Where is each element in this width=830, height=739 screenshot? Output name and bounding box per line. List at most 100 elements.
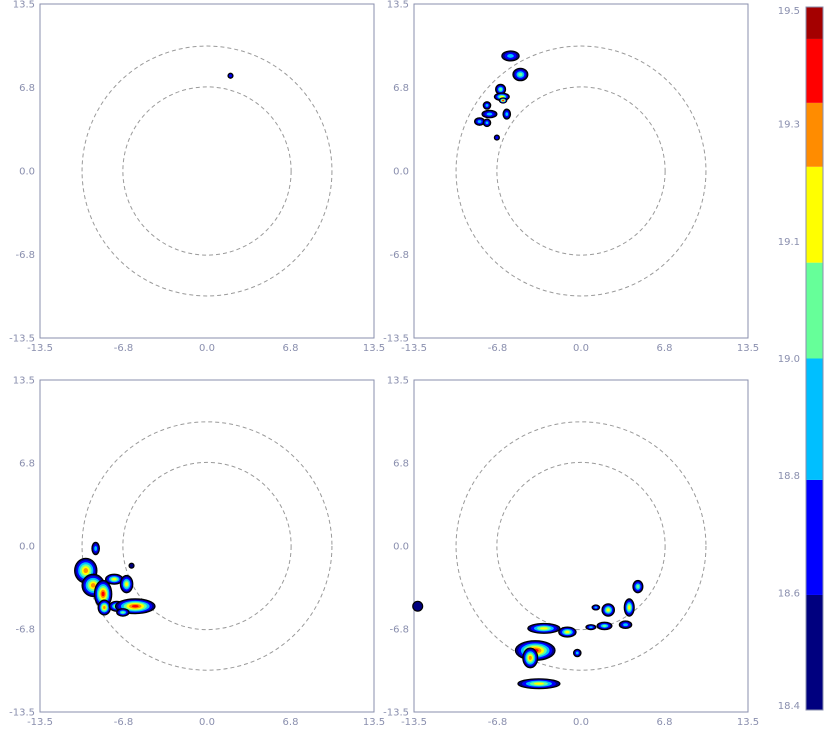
x-tick-label: -13.5 xyxy=(401,717,427,728)
contour-blob xyxy=(522,647,539,669)
y-tick-label: -13.5 xyxy=(9,334,35,345)
contour-level xyxy=(507,54,514,58)
contour-level xyxy=(565,630,570,634)
y-tick-label: 0.0 xyxy=(19,167,35,178)
x-tick-label: 0.0 xyxy=(573,717,589,728)
panel-bottom-left: -13.5 -6.8 0.0 6.8 13.5 -13.5 -6.8 0.0 6.8 13.5 xyxy=(9,376,385,729)
contour-blob xyxy=(517,678,561,690)
contour-level xyxy=(505,112,509,116)
inner-circle xyxy=(496,461,666,631)
contour-level xyxy=(588,626,593,629)
contour-blob xyxy=(128,562,135,569)
contour-level xyxy=(412,600,424,612)
contour-blob xyxy=(482,101,492,110)
y-tick-label: 6.8 xyxy=(393,83,409,94)
y-tick-label: -6.8 xyxy=(389,250,409,261)
x-tick-label: 13.5 xyxy=(363,343,385,354)
contour-level xyxy=(90,583,96,588)
contour-blob xyxy=(493,134,500,141)
contour-level xyxy=(602,624,607,628)
contour-blob xyxy=(623,598,635,617)
colorbar-tick-label: 19.0 xyxy=(778,354,800,365)
contour-level xyxy=(477,120,482,123)
contour-level xyxy=(229,74,232,78)
outer-circle xyxy=(81,45,333,297)
contour-blob xyxy=(93,579,113,609)
y-tick-label: 6.8 xyxy=(19,83,35,94)
y-tick-label: 6.8 xyxy=(393,459,409,470)
contour-level xyxy=(499,87,503,91)
x-tick-label: -6.8 xyxy=(488,717,508,728)
contour-blob xyxy=(97,599,112,616)
contour-level xyxy=(628,605,631,610)
inner-circle xyxy=(496,86,666,256)
contour-level xyxy=(83,568,88,574)
contour-blob xyxy=(618,620,633,629)
panel-top-right: -13.5 -6.8 0.0 6.8 13.5 -13.5 -6.8 0.0 6.8 13.5 xyxy=(383,0,759,354)
colorbar-band xyxy=(806,358,823,480)
y-tick-label: 13.5 xyxy=(13,0,35,11)
y-tick-label: -13.5 xyxy=(9,708,35,719)
contour-blob xyxy=(527,622,561,634)
contour-level xyxy=(575,651,579,655)
panel-top-left: -13.5 -6.8 0.0 6.8 13.5 -13.5 -6.8 0.0 6.8 13.5 xyxy=(9,0,385,354)
plot-frame xyxy=(413,3,749,339)
colorbar-band xyxy=(806,479,823,595)
colorbar-tick-label: 19.1 xyxy=(778,237,800,248)
contour-blob xyxy=(632,579,644,594)
plot-frame xyxy=(39,379,375,713)
y-tick-label: 0.0 xyxy=(19,542,35,553)
contour-level xyxy=(125,582,129,587)
x-tick-label: 0.0 xyxy=(199,343,215,354)
x-tick-label: 6.8 xyxy=(657,343,673,354)
plot-frame xyxy=(39,3,375,339)
colorbar-band xyxy=(806,38,823,103)
contour-blob xyxy=(116,608,130,617)
colorbar-band xyxy=(806,7,823,39)
contour-level xyxy=(533,682,544,685)
contour-level xyxy=(623,623,628,627)
y-tick-label: 13.5 xyxy=(13,376,35,387)
contour-level xyxy=(485,121,489,125)
x-tick-label: -6.8 xyxy=(488,343,508,354)
contour-blob xyxy=(91,541,100,556)
outer-circle xyxy=(81,421,333,671)
y-tick-label: -6.8 xyxy=(15,625,35,636)
contour-blob xyxy=(104,573,124,585)
contour-blob xyxy=(481,109,498,119)
y-tick-label: 13.5 xyxy=(387,376,409,387)
colorbar-band xyxy=(806,166,823,263)
contour-level xyxy=(540,627,548,630)
y-tick-label: 13.5 xyxy=(387,0,409,11)
y-tick-label: 0.0 xyxy=(393,167,409,178)
x-tick-label: 6.8 xyxy=(657,717,673,728)
contour-level xyxy=(121,611,125,614)
x-tick-label: -13.5 xyxy=(27,717,53,728)
contour-level xyxy=(528,655,532,660)
contour-level xyxy=(101,591,105,597)
contour-level xyxy=(502,99,504,102)
contour-blob xyxy=(502,108,512,120)
plot-frame xyxy=(413,379,749,713)
contour-level xyxy=(636,584,640,589)
inner-circle xyxy=(122,461,292,631)
colorbar-tick-label: 18.8 xyxy=(778,471,800,482)
contour-blob xyxy=(498,97,508,104)
inner-circle xyxy=(122,86,292,256)
y-tick-label: 6.8 xyxy=(19,459,35,470)
contour-level xyxy=(128,562,135,569)
contour-blob xyxy=(227,72,234,79)
outer-circle xyxy=(455,45,707,297)
contour-blob xyxy=(495,83,507,95)
contour-blob xyxy=(558,626,577,638)
colorbar-band xyxy=(806,102,823,167)
colorbar: 18.4 18.6 18.8 19.0 19.1 19.3 19.5 xyxy=(778,6,824,712)
colorbar-tick-label: 18.4 xyxy=(778,701,800,712)
x-tick-label: -13.5 xyxy=(27,343,53,354)
contour-level xyxy=(486,112,493,116)
y-tick-label: -13.5 xyxy=(383,334,409,345)
x-tick-label: 13.5 xyxy=(363,717,385,728)
x-tick-label: -13.5 xyxy=(401,343,427,354)
